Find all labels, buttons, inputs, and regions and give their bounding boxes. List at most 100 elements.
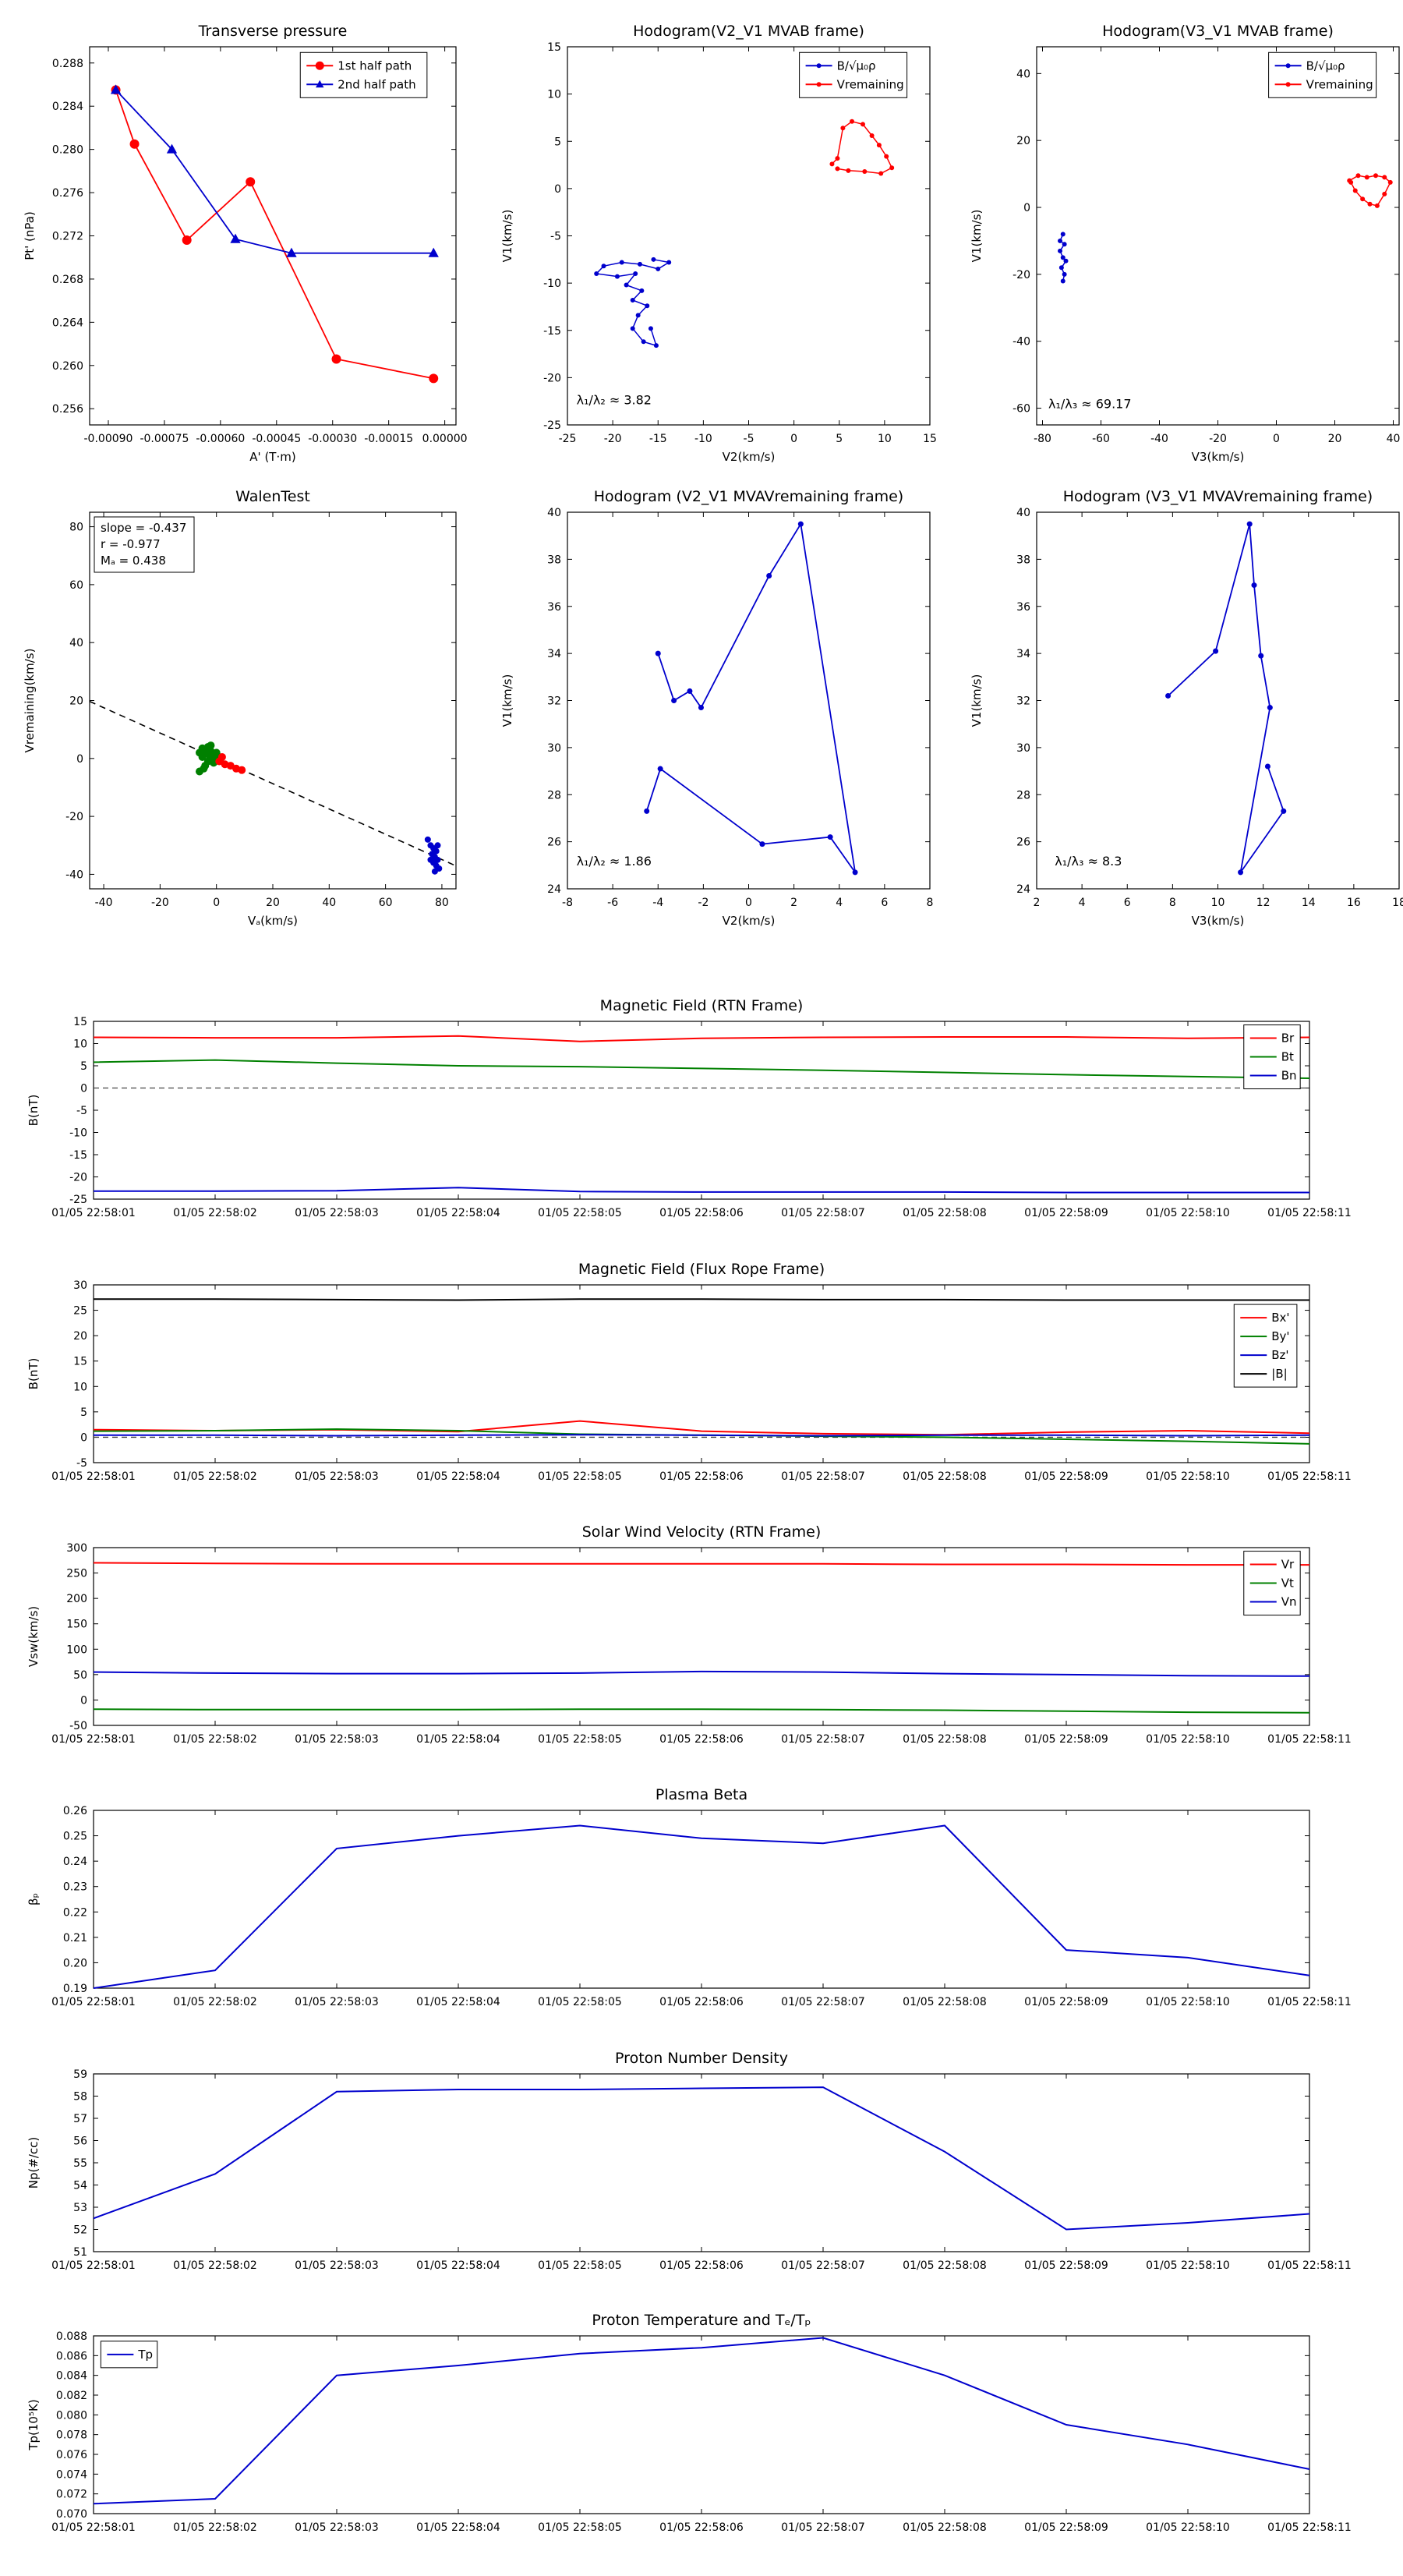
y-tick-label: -5 <box>76 1457 87 1470</box>
y-tick-label: 100 <box>66 1644 87 1656</box>
x-tick-label: 20 <box>266 897 280 909</box>
y-tick-label: 250 <box>66 1568 87 1580</box>
y-tick-label: 24 <box>547 883 561 896</box>
x-tick-label: 01/05 22:58:11 <box>1267 2521 1352 2534</box>
x-tick-label: 01/05 22:58:06 <box>659 1470 744 1483</box>
x-tick-label: 15 <box>923 433 937 445</box>
y-tick-label: 26 <box>1016 837 1030 849</box>
axes-frame <box>93 2073 1310 2252</box>
y-tick-label: 0.20 <box>63 1957 87 1969</box>
chart-hodogram-v3v1-mvab: Hodogram(V3_V1 MVAB frame) -80 -60 -40 -20 0 2… <box>970 23 1400 464</box>
x-tick-label: -20 <box>604 433 622 445</box>
x-tick-label: 14 <box>1302 897 1316 909</box>
legend-label: Vr <box>1281 1558 1295 1572</box>
legend-label: 1st half path <box>337 58 412 73</box>
y-tick-label: -40 <box>65 869 83 881</box>
y-tick-label: 30 <box>1016 742 1030 755</box>
x-tick-label: 01/05 22:58:07 <box>781 1996 865 2008</box>
x-tick-label: -0.00015 <box>364 433 413 445</box>
stats-line: slope = -0.437 <box>101 521 186 535</box>
x-tick-label: 40 <box>322 897 336 909</box>
y-tick-label: 0.078 <box>56 2429 87 2442</box>
x-tick-label: 01/05 22:58:01 <box>51 1207 136 1219</box>
chart-title: Hodogram (V2_V1 MVAVremaining frame) <box>594 488 903 505</box>
stats-line: r = -0.977 <box>101 537 161 551</box>
legend-label: Bx' <box>1271 1311 1289 1325</box>
x-tick-label: 01/05 22:58:05 <box>538 1207 622 1219</box>
x-tick-label: 01/05 22:58:04 <box>416 2259 500 2272</box>
x-tick-label: 2 <box>1034 897 1041 909</box>
y-tick-label: 28 <box>547 789 561 801</box>
y-tick-label: 0 <box>80 1694 87 1707</box>
x-tick-label: 01/05 22:58:05 <box>538 2259 622 2272</box>
y-tick-label: -25 <box>69 1194 87 1206</box>
axes-frame <box>89 46 457 426</box>
x-tick-label: 40 <box>1387 433 1401 445</box>
axes-frame <box>93 1547 1310 1726</box>
y-tick-label: 0.074 <box>56 2468 87 2481</box>
annotation-text: λ₁/λ₃ ≈ 69.17 <box>1048 397 1132 412</box>
chart-title: Proton Temperature and Tₑ/Tₚ <box>592 2312 811 2329</box>
axes-frame <box>567 511 931 890</box>
axes-frame <box>1036 511 1400 890</box>
x-tick-label: 01/05 22:58:07 <box>781 1207 865 1219</box>
x-tick-label: 01/05 22:58:05 <box>538 2521 622 2534</box>
y-tick-label: 0.280 <box>52 144 83 157</box>
chart-magnetic-field-rtn: Magnetic Field (RTN Frame) 01/05 22:58:01… <box>27 997 1352 1219</box>
legend-label: B/√μ₀ρ <box>1306 58 1345 73</box>
y-tick-label: 15 <box>547 41 561 54</box>
legend-label: Vn <box>1281 1595 1297 1609</box>
x-tick-label: 16 <box>1347 897 1361 909</box>
x-tick-label: -25 <box>559 433 577 445</box>
x-tick-label: 01/05 22:58:06 <box>659 2259 744 2272</box>
y-axis-label: B(nT) <box>27 1095 41 1127</box>
x-axis-label: V3(km/s) <box>1192 450 1245 464</box>
x-tick-label: 18 <box>1392 897 1403 909</box>
y-tick-label: 34 <box>547 648 561 660</box>
x-tick-label: 01/05 22:58:01 <box>51 2259 136 2272</box>
x-tick-label: 01/05 22:58:11 <box>1267 1733 1352 1746</box>
x-tick-label: 01/05 22:58:04 <box>416 2521 500 2534</box>
x-tick-label: 12 <box>1256 897 1270 909</box>
x-tick-label: 01/05 22:58:09 <box>1024 1207 1108 1219</box>
y-tick-label: 52 <box>73 2224 87 2237</box>
y-axis-label: V1(km/s) <box>500 210 514 263</box>
x-tick-label: 6 <box>1124 897 1131 909</box>
x-tick-label: 01/05 22:58:04 <box>416 1996 500 2008</box>
x-tick-label: 01/05 22:58:08 <box>903 1207 987 1219</box>
y-tick-label: -15 <box>543 325 561 338</box>
x-axis-label: V3(km/s) <box>1192 914 1245 928</box>
annotation-text: λ₁/λ₂ ≈ 1.86 <box>577 854 652 869</box>
y-tick-label: 34 <box>1016 648 1030 660</box>
y-tick-label: 10 <box>73 1039 87 1051</box>
x-tick-label: 01/05 22:58:06 <box>659 2521 744 2534</box>
legend-box <box>299 51 428 98</box>
y-tick-label: 38 <box>1016 554 1030 566</box>
y-tick-label: 5 <box>80 1407 87 1419</box>
chart-magnetic-field-flux-rope: Magnetic Field (Flux Rope Frame) 01/05 22… <box>27 1261 1352 1483</box>
x-tick-label: 0 <box>213 897 220 909</box>
x-tick-label: -0.00045 <box>252 433 301 445</box>
legend-box <box>1268 51 1377 98</box>
y-tick-label: 0.260 <box>52 360 83 373</box>
y-tick-label: -20 <box>1012 269 1030 281</box>
x-tick-label: 01/05 22:58:05 <box>538 1996 622 2008</box>
y-tick-label: 0.276 <box>52 187 83 200</box>
chart-hodogram-v2v1-mvav: Hodogram (V2_V1 MVAVremaining frame) -8 -6… <box>500 488 933 928</box>
x-tick-label: 6 <box>881 897 888 909</box>
x-tick-label: 01/05 22:58:02 <box>173 1996 257 2008</box>
x-tick-label: 01/05 22:58:03 <box>295 1470 379 1483</box>
x-tick-label: 01/05 22:58:08 <box>903 1470 987 1483</box>
y-tick-label: 26 <box>547 837 561 849</box>
axes-frame <box>93 2335 1310 2514</box>
y-tick-label: 0.288 <box>52 58 83 70</box>
y-tick-label: -15 <box>69 1149 87 1162</box>
x-tick-label: 01/05 22:58:08 <box>903 2521 987 2534</box>
y-tick-label: 0.25 <box>63 1831 87 1843</box>
y-tick-label: 40 <box>69 637 83 649</box>
y-tick-label: 0.284 <box>52 101 83 113</box>
x-tick-label: 01/05 22:58:03 <box>295 1207 379 1219</box>
x-tick-label: -0.00075 <box>140 433 189 445</box>
annotation-text: λ₁/λ₂ ≈ 3.82 <box>577 392 652 407</box>
y-tick-label: 60 <box>69 579 83 592</box>
